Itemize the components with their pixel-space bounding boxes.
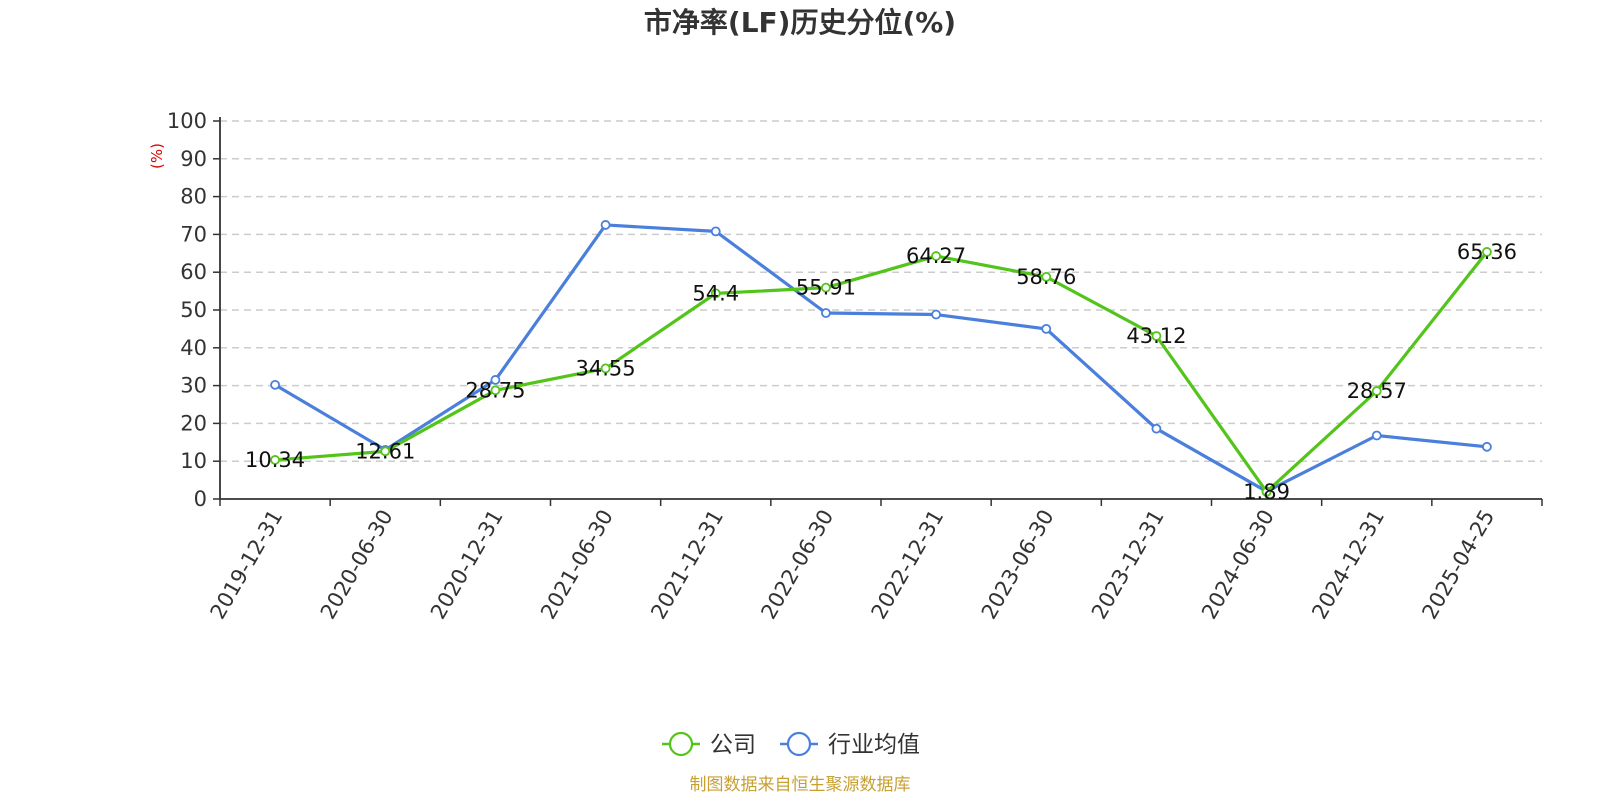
data-point [380, 446, 391, 457]
data-label: 54.4 [692, 281, 739, 305]
legend-label: 公司 [710, 732, 756, 758]
data-label: 1.89 [1243, 480, 1290, 504]
data-label: 43.12 [1126, 324, 1186, 348]
grid-lines [220, 120, 1542, 462]
data-label: 28.57 [1347, 379, 1407, 403]
data-point [710, 226, 721, 237]
data-point [1482, 441, 1492, 452]
x-tick-label: 2019-12-31 [206, 506, 288, 624]
data-point [1371, 430, 1382, 441]
data-point [600, 363, 611, 374]
y-tick-label: 10 [180, 449, 207, 473]
data-label: 55.91 [796, 276, 856, 300]
data-point [490, 375, 501, 385]
data-point [1041, 323, 1052, 334]
chart-title: 市净率(LF)历史分位(%) [644, 6, 956, 39]
data-point [600, 220, 611, 230]
data-point [821, 282, 831, 293]
data-label: 10.34 [245, 448, 305, 472]
x-tick-label: 2020-12-31 [426, 505, 508, 623]
data-point [1151, 423, 1162, 434]
data-label: 58.76 [1016, 265, 1076, 289]
y-tick-label: 40 [180, 336, 207, 360]
axes [219, 117, 1542, 500]
x-tick-label: 2022-06-30 [756, 506, 838, 624]
y-tick-label: 70 [180, 222, 207, 246]
x-tick-label: 2024-12-31 [1307, 506, 1389, 624]
data-point [931, 309, 941, 320]
legend-marker [786, 731, 812, 757]
x-tick-label: 2020-06-30 [316, 506, 398, 624]
series-line-0 [274, 250, 1489, 494]
data-point [931, 251, 941, 261]
data-label: 28.75 [465, 378, 525, 402]
x-tick-label: 2023-12-31 [1087, 506, 1169, 624]
y-axis-ticks: 0 10 20 30 40 50 60 70 80 90 100 [167, 109, 220, 511]
x-axis-ticks: 2019-12-31 2020-06-30 2020-12-31 2021-06-30… [206, 499, 1543, 624]
data-point [821, 308, 831, 318]
x-tick-label: 2021-12-31 [646, 506, 728, 624]
y-tick-label: 90 [180, 147, 207, 171]
data-point [1151, 331, 1162, 341]
x-tick-label: 2024-06-30 [1197, 506, 1279, 624]
y-tick-label: 100 [167, 109, 207, 133]
y-tick-label: 60 [180, 260, 207, 284]
y-tick-label: 50 [180, 298, 207, 322]
data-label: 34.55 [576, 356, 636, 380]
data-label: 64.27 [906, 244, 966, 268]
data-point [710, 288, 721, 299]
series-layer [270, 220, 1492, 497]
data-label: 12.61 [355, 439, 415, 463]
y-tick-label: 30 [180, 374, 207, 398]
x-tick-label: 2025-04-25 [1417, 506, 1499, 624]
data-labels: 10.34 12.61 28.75 34.55 54.4 55.91 64.27 58.76 4… [245, 240, 1517, 504]
legend-marker [668, 731, 694, 757]
legend: 公司 行业均值 [662, 731, 920, 758]
y-tick-label: 80 [180, 185, 207, 209]
y-tick-label: 20 [180, 411, 207, 435]
y-axis-unit-label: (%) [148, 143, 166, 169]
data-point [1041, 271, 1052, 282]
x-tick-label: 2022-12-31 [867, 505, 949, 623]
x-tick-label: 2021-06-30 [536, 506, 618, 624]
data-point [270, 379, 280, 390]
legend-item-1[interactable]: 行业均值 [780, 731, 920, 758]
legend-item-0[interactable]: 公司 [662, 731, 756, 758]
series-line-1 [274, 223, 1488, 494]
x-tick-label: 2023-06-30 [977, 506, 1059, 624]
legend-label: 行业均值 [828, 732, 920, 758]
source-note: 制图数据来自恒生聚源数据库 [690, 775, 911, 795]
data-point [270, 455, 280, 465]
y-tick-label: 0 [194, 487, 207, 511]
data-label: 65.36 [1457, 240, 1517, 264]
data-point [1482, 247, 1492, 257]
data-point [490, 385, 501, 396]
data-point [1261, 486, 1272, 497]
data-point [1371, 386, 1382, 396]
